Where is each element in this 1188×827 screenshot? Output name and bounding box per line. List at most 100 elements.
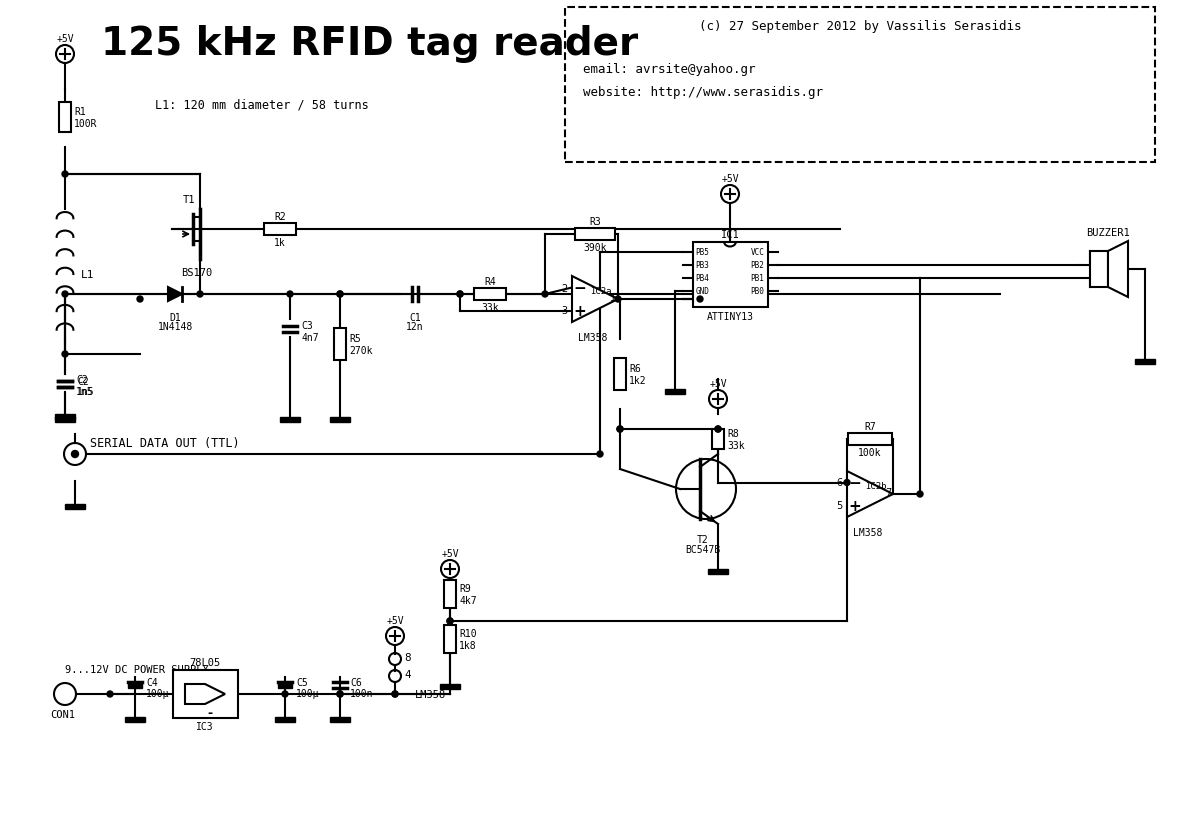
Bar [614,359,626,390]
Text: PB3: PB3 [695,261,709,270]
Circle shape [392,691,398,697]
Bar [128,682,143,688]
Circle shape [337,292,343,298]
Text: 6: 6 [836,478,842,488]
Circle shape [843,480,849,486]
Circle shape [137,297,143,303]
Bar [1135,360,1155,365]
Text: +: + [848,499,861,514]
Text: +5V: +5V [386,615,404,625]
Text: 1n5: 1n5 [76,386,94,396]
Circle shape [715,427,721,433]
Text: −: − [574,280,587,295]
Text: GND: GND [695,287,709,296]
Polygon shape [1108,241,1127,298]
Text: email: avrsite@yahoo.gr: email: avrsite@yahoo.gr [583,63,756,76]
Text: 100k: 100k [858,447,881,457]
Text: 1k: 1k [274,237,286,248]
Text: BUZZER1: BUZZER1 [1086,227,1130,237]
Text: +: + [574,304,587,318]
Circle shape [457,292,463,298]
Circle shape [697,297,703,303]
Bar [274,717,295,722]
Text: SERIAL DATA OUT (TTL): SERIAL DATA OUT (TTL) [90,437,240,449]
Text: R7: R7 [864,422,876,432]
Bar [440,684,460,689]
Text: 1k2: 1k2 [628,375,646,385]
Text: 390k: 390k [583,242,607,253]
Bar [330,418,350,423]
Text: +5V: +5V [721,174,739,184]
Text: PB0: PB0 [751,287,765,296]
Text: L1: 120 mm diameter / 58 turns: L1: 120 mm diameter / 58 turns [154,98,368,112]
Text: LM358: LM358 [853,528,883,538]
Text: C2: C2 [77,376,89,386]
Circle shape [337,292,343,298]
Bar [65,504,86,509]
Text: BC547B: BC547B [685,544,721,554]
Bar [444,625,456,653]
Text: R6: R6 [628,364,640,374]
Bar [693,242,767,307]
Text: C4: C4 [146,677,158,687]
Circle shape [71,451,78,458]
Text: 33k: 33k [481,303,499,313]
Text: 100μ: 100μ [296,688,320,698]
Bar [848,433,892,446]
Text: C1: C1 [409,313,421,323]
Bar [712,429,723,449]
Bar [172,670,238,718]
Text: C6: C6 [350,677,362,687]
Circle shape [392,691,398,697]
Bar [444,581,456,609]
Text: 33k: 33k [727,441,745,451]
Text: R2: R2 [274,212,286,222]
Circle shape [197,292,203,298]
Text: 4: 4 [404,669,411,679]
Text: C5: C5 [296,677,308,687]
Bar [708,569,728,574]
Bar [575,229,615,241]
Text: +5V: +5V [441,548,459,558]
Circle shape [615,297,621,303]
Circle shape [62,292,68,298]
Text: R10: R10 [459,629,476,638]
Circle shape [617,427,623,433]
Circle shape [542,292,548,298]
Text: 78L05: 78L05 [189,657,221,667]
Bar [565,8,1155,163]
Circle shape [457,292,463,298]
Text: −: − [848,476,861,490]
Text: D1: D1 [169,313,181,323]
Text: 1: 1 [609,293,617,303]
Text: R5: R5 [349,333,361,343]
Circle shape [447,619,453,624]
Text: 7: 7 [885,487,891,497]
Text: 1n5: 1n5 [77,386,95,396]
Text: VCC: VCC [751,248,765,257]
Text: 1k8: 1k8 [459,640,476,650]
Text: 12n: 12n [406,322,424,332]
Text: R1: R1 [74,107,86,117]
Circle shape [62,172,68,178]
Circle shape [107,691,113,697]
Text: +5V: +5V [709,379,727,389]
Circle shape [917,491,923,497]
Text: BS170: BS170 [182,268,213,278]
Bar [264,224,296,236]
Circle shape [337,691,343,697]
Text: 1N4148: 1N4148 [157,322,192,332]
Circle shape [62,351,68,357]
Bar [664,390,684,394]
Text: T1: T1 [183,195,195,205]
Bar [330,717,350,722]
Text: R3: R3 [589,217,601,227]
Text: T2: T2 [697,534,709,544]
Polygon shape [847,471,893,518]
Text: 9...12V DC POWER SUPPLY: 9...12V DC POWER SUPPLY [65,664,209,674]
Text: 100μ: 100μ [146,688,170,698]
Text: 2: 2 [561,283,567,293]
Bar [55,414,75,419]
Text: 125 kHz RFID tag reader: 125 kHz RFID tag reader [101,25,639,63]
Bar [55,418,75,423]
